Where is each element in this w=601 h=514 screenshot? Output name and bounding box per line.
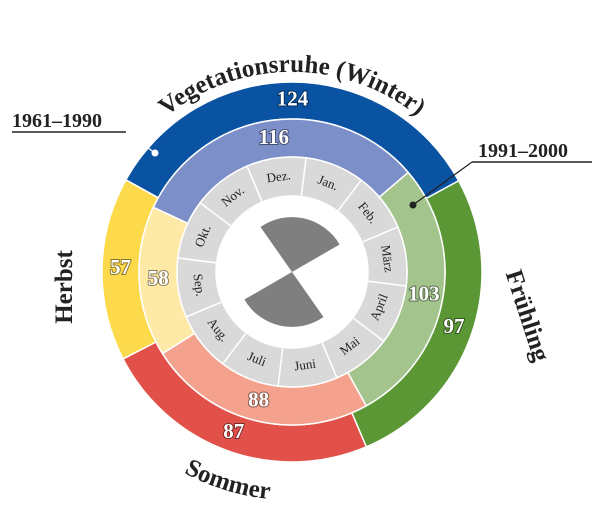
month-label: Dez. — [266, 167, 292, 185]
rings: Jan.Feb.MärzAprilMaiJuniJuliAug.Sep.Okt.… — [101, 81, 483, 463]
season-label-path: Sommer — [181, 454, 272, 505]
annotation: 1961–1990 — [12, 110, 102, 132]
value-label: 116 — [259, 125, 289, 149]
month-label: Jan. — [316, 172, 341, 194]
annotation-leader — [412, 161, 473, 206]
value-label: 88 — [248, 388, 269, 412]
season-label: Frühling — [500, 267, 555, 366]
center-sector — [244, 272, 324, 327]
value-label: 124 — [277, 86, 309, 110]
value-label: 57 — [110, 255, 131, 279]
month-label: Juni — [293, 356, 317, 374]
value-label: 58 — [148, 266, 169, 290]
value-label: 87 — [223, 419, 244, 443]
month-label: März — [378, 244, 397, 273]
season-label: Sommer — [181, 454, 272, 505]
value-label: 97 — [444, 314, 465, 338]
month-label: Juli — [245, 348, 268, 369]
season-label: Herbst — [51, 250, 78, 324]
annotation: 1991–2000 — [478, 140, 568, 162]
value-label: 103 — [408, 282, 440, 306]
center-sector — [260, 217, 340, 272]
center-pie — [216, 196, 368, 348]
annotation-dot — [409, 201, 417, 209]
annotation-leader — [125, 131, 156, 154]
month-label: Sep. — [190, 273, 208, 298]
annotation-dot — [151, 149, 159, 157]
